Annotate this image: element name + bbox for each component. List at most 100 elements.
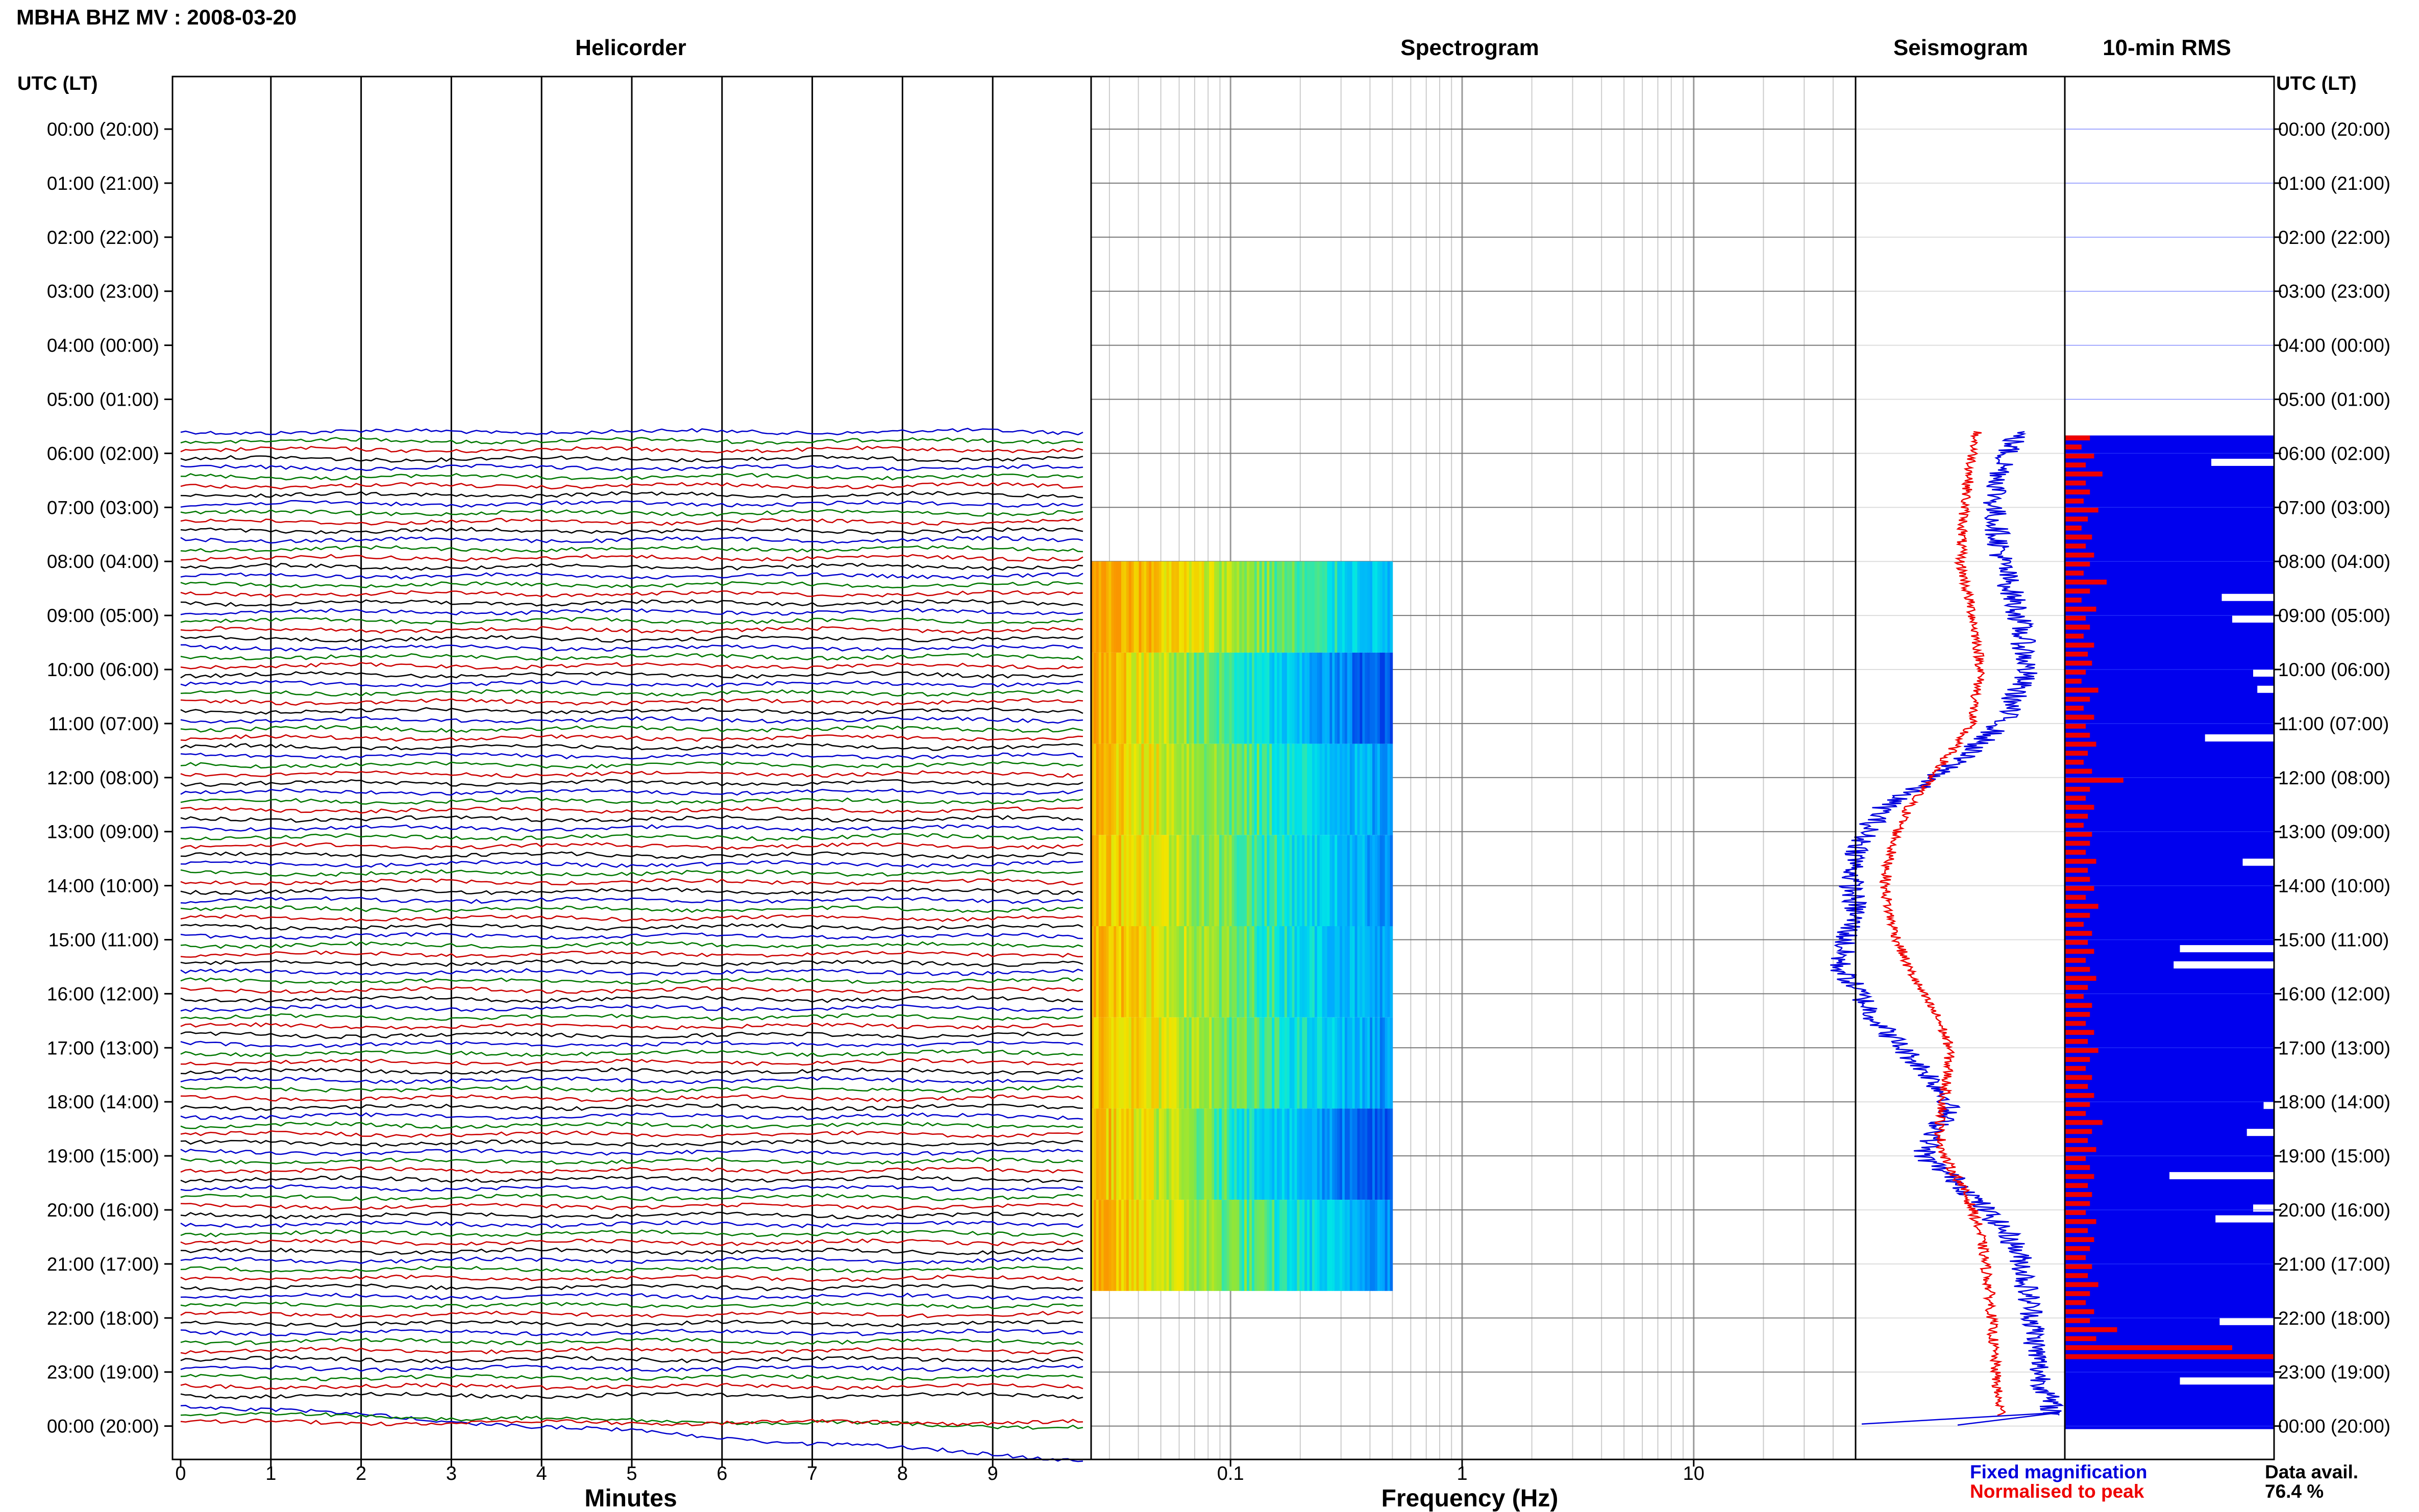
time-label-left: 22:00 (18:00) [47, 1308, 159, 1329]
spectrogram-cell [1194, 1200, 1197, 1291]
spectrogram-cell [1244, 561, 1247, 653]
spectrogram-cell [1164, 1017, 1167, 1109]
spectrogram-cell [1131, 1108, 1134, 1200]
spectrogram-cell [1289, 926, 1293, 1018]
helicorder-trace [180, 860, 1083, 869]
helicorder-trace [180, 1320, 1083, 1327]
spectrogram-cell [1224, 1200, 1227, 1291]
spectrogram-cell [1169, 561, 1172, 653]
spectrogram-cell [1372, 561, 1375, 653]
helicorder-trace [180, 788, 1083, 796]
rms-bar [2065, 670, 2086, 675]
spectrogram-cell [1274, 561, 1277, 653]
time-label-left: 01:00 (21:00) [47, 173, 159, 194]
spectrogram-cell [1234, 652, 1238, 744]
spectrogram-cell [1367, 652, 1370, 744]
spectrogram-cell [1297, 1017, 1300, 1109]
spectrogram-cell [1287, 561, 1290, 653]
spectrogram-cell [1379, 1108, 1383, 1200]
spectrogram-cell [1226, 652, 1230, 744]
spectrogram-cell [1133, 561, 1137, 653]
spectrogram-cell [1166, 743, 1170, 835]
spectrogram-cell [1244, 1108, 1247, 1200]
spectrogram-cell [1310, 1017, 1313, 1109]
spectrogram-cell [1091, 926, 1094, 1018]
spectrogram-cell [1111, 1200, 1115, 1291]
spectrogram-cell [1209, 1200, 1212, 1291]
spectrogram-cell [1247, 1200, 1250, 1291]
spectrogram-cell [1101, 652, 1104, 744]
spectrogram-cell [1199, 1017, 1202, 1109]
spectrogram-cell [1340, 652, 1343, 744]
spectrogram-cell [1133, 1200, 1137, 1291]
spectrogram-cell [1191, 561, 1195, 653]
spectrogram-cell [1314, 652, 1318, 744]
spectrogram-cell [1224, 1108, 1227, 1200]
rms-bar [2065, 1084, 2088, 1089]
spectrogram-cell [1237, 561, 1240, 653]
spectrogram-cell [1196, 652, 1200, 744]
helicorder-trace [180, 581, 1083, 589]
time-label-right: 01:00 (21:00) [2278, 173, 2390, 194]
spectrogram-cell [1254, 652, 1257, 744]
rms-data-gap [2257, 685, 2274, 693]
spectrogram-cell [1357, 1200, 1361, 1291]
spectrogram-cell [1365, 1200, 1368, 1291]
spectrogram-cell [1294, 1200, 1298, 1291]
rms-data-fill [2065, 435, 2274, 1429]
spectrogram-cell [1169, 1017, 1172, 1109]
spectrogram-cell [1191, 1200, 1195, 1291]
spectrogram-cell [1249, 652, 1252, 744]
spectrogram-cell [1287, 652, 1290, 744]
spectrogram-cell [1219, 835, 1222, 926]
spectrogram-cell [1226, 835, 1230, 926]
spectrogram-cell [1214, 743, 1217, 835]
rms-title: 10-min RMS [2103, 35, 2231, 60]
time-label-right: 19:00 (15:00) [2278, 1146, 2390, 1167]
spectrogram-cell [1317, 652, 1320, 744]
spectrogram-cell [1349, 1108, 1353, 1200]
spectrogram-cell [1234, 743, 1238, 835]
spectrogram-cell [1299, 1200, 1303, 1291]
spectrogram-cell [1332, 743, 1335, 835]
spectrogram-cell [1287, 1108, 1290, 1200]
spectrogram-cell [1171, 652, 1175, 744]
helicorder-trace [180, 698, 1083, 706]
spectrogram-cell [1382, 561, 1386, 653]
spectrogram-cell [1379, 561, 1383, 653]
spectrogram-cell [1166, 1108, 1170, 1200]
spectrogram-cell [1169, 1108, 1172, 1200]
spectrogram-cell [1237, 1017, 1240, 1109]
spectrogram-cell [1128, 743, 1132, 835]
time-label-left: 05:00 (01:00) [47, 389, 159, 410]
helicorder-trace [180, 914, 1083, 922]
spectrogram-cell [1281, 652, 1285, 744]
spectrogram-cell [1327, 743, 1330, 835]
spectrogram-cell [1187, 835, 1190, 926]
spectrogram-cell [1174, 1200, 1177, 1291]
spectrogram-cell [1116, 561, 1119, 653]
spectrogram-cell [1272, 652, 1275, 744]
legend-fixed-magnification: Fixed magnification [1970, 1461, 2147, 1482]
spectrogram-cell [1244, 1200, 1247, 1291]
spectrogram-cell [1171, 926, 1175, 1018]
spectrogram-cell [1217, 1017, 1220, 1109]
spectrogram-cell [1352, 652, 1355, 744]
spectrogram-cell [1314, 1017, 1318, 1109]
time-label-left: 16:00 (12:00) [47, 983, 159, 1004]
spectrogram-cell [1269, 652, 1272, 744]
spectrogram-cell [1239, 1017, 1242, 1109]
spectrogram-cell [1209, 652, 1212, 744]
helicorder-trace [180, 1193, 1083, 1201]
spectrogram-cell [1342, 743, 1345, 835]
spectrogram-cell [1277, 743, 1280, 835]
spectrogram-cell [1116, 1200, 1119, 1291]
spectrogram-cell [1372, 1200, 1375, 1291]
spectrogram-cell [1111, 835, 1115, 926]
helicorder-trace [180, 842, 1083, 850]
helicorder-trace [180, 1094, 1083, 1103]
spectrogram-cell [1146, 926, 1149, 1018]
spectrogram-cell [1091, 835, 1094, 926]
helicorder-x-tick-label: 6 [717, 1463, 727, 1484]
spectrogram-cell [1287, 1017, 1290, 1109]
